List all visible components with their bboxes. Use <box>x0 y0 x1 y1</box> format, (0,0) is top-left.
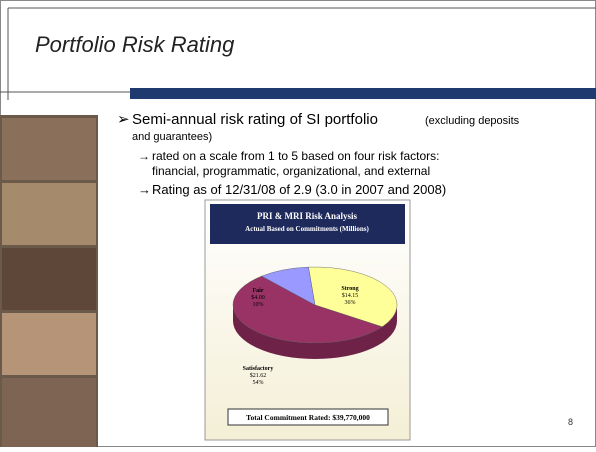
pie-slice <box>308 266 398 328</box>
sub-bullet: financial, programmatic, organizational,… <box>152 164 430 178</box>
slice-value: 10% <box>253 302 264 308</box>
photo-strip <box>0 115 98 447</box>
pie <box>232 266 398 359</box>
bullet-note: (excluding deposits <box>425 115 520 127</box>
slice-value: 36% <box>345 300 356 306</box>
chart-title: PRI & MRI Risk Analysis <box>257 211 358 221</box>
footer-box <box>227 408 389 426</box>
slice-value: 54% <box>253 380 264 386</box>
chart-footer: Total Commitment Rated: $39,770,000 <box>246 413 370 422</box>
sub-marker: → <box>138 182 151 197</box>
chart-subtitle: Actual Based on Commitments (Millions) <box>245 225 369 233</box>
bullet-note: and guarantees) <box>132 131 212 143</box>
page-number: 8 <box>568 417 573 427</box>
sub-bullet: Rating as of 12/31/08 of 2.9 (3.0 in 200… <box>152 182 446 197</box>
sub-bullet: rated on a scale from 1 to 5 based on fo… <box>152 149 439 163</box>
slide-title: Portfolio Risk Rating <box>35 32 235 57</box>
slice-label: Strong <box>341 286 358 292</box>
chart-header <box>210 204 405 244</box>
slice-label: Satisfactory <box>243 366 274 372</box>
pie-slice <box>232 275 383 344</box>
slice-amount: $21.62 <box>250 372 267 379</box>
slice-amount: $4.00 <box>251 294 265 301</box>
pie-slice <box>261 266 316 306</box>
slice-amount: $14.15 <box>342 292 359 299</box>
bullet-marker: ➢ <box>117 111 130 128</box>
bullet: Semi-annual risk rating of SI portfolio <box>132 111 378 128</box>
sub-marker: → <box>138 149 150 163</box>
title-bar <box>130 88 596 99</box>
pie-side <box>233 305 397 359</box>
slice-label: Fair <box>253 288 264 294</box>
